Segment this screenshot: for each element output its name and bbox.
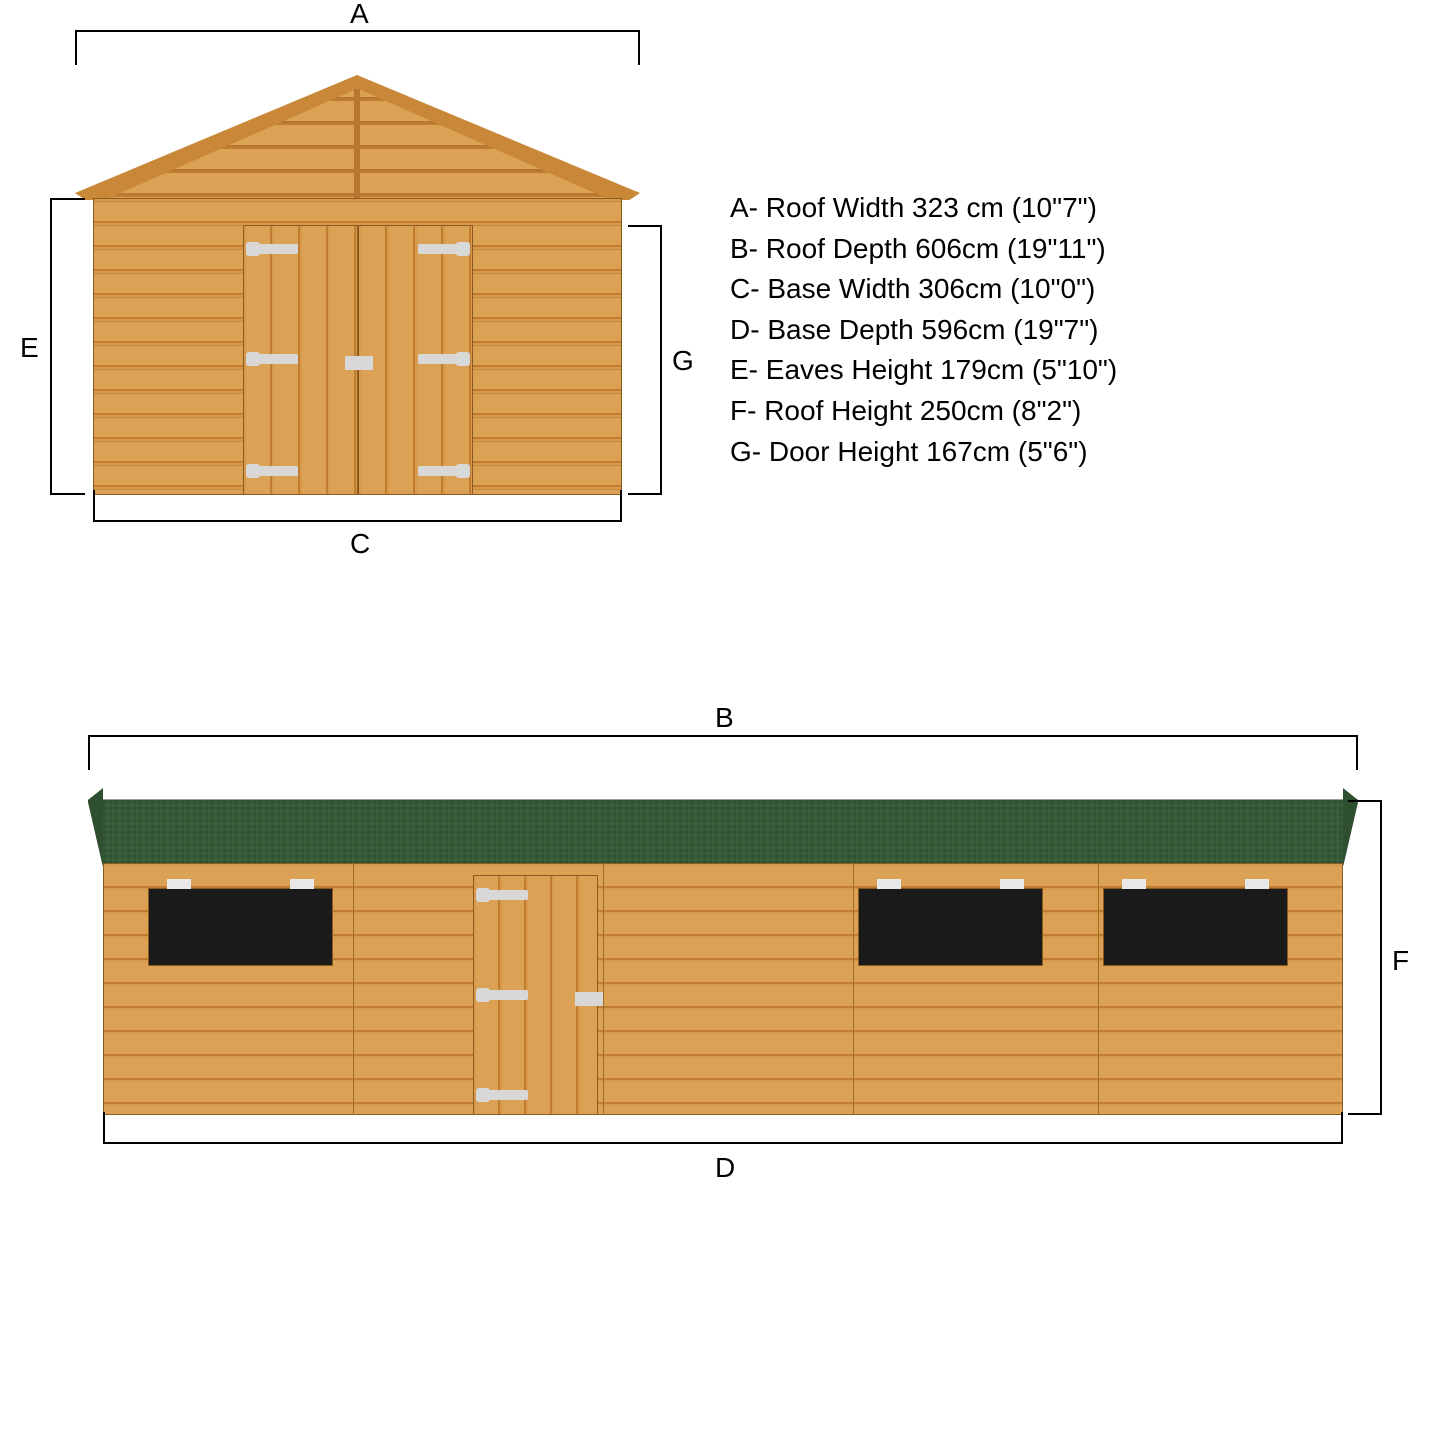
side-window	[148, 888, 333, 966]
hinge-icon	[478, 990, 528, 1000]
dim-line-A	[75, 30, 640, 32]
panel-seam	[603, 863, 604, 1115]
dim-line-G	[660, 225, 662, 495]
shed-side-view	[88, 780, 1358, 1125]
dim-tick	[1341, 1112, 1343, 1144]
panel-seam	[1098, 863, 1099, 1115]
dim-tick	[50, 198, 85, 200]
panel-seam	[353, 863, 354, 1115]
window-clip-icon	[1122, 879, 1146, 889]
side-roof	[88, 780, 1358, 870]
dim-label-D: D	[715, 1152, 735, 1184]
hinge-icon	[478, 890, 528, 900]
dim-tick	[628, 225, 662, 227]
latch-icon	[575, 992, 603, 1006]
hinge-icon	[418, 466, 468, 476]
legend-row: F- Roof Height 250cm (8"2")	[730, 391, 1117, 432]
dim-label-B: B	[715, 702, 734, 734]
dim-line-B	[88, 735, 1358, 737]
dimension-legend: A- Roof Width 323 cm (10"7") B- Roof Dep…	[730, 188, 1117, 472]
legend-row: G- Door Height 167cm (5"6")	[730, 432, 1117, 473]
dim-line-D	[103, 1142, 1343, 1144]
dim-tick	[75, 30, 77, 65]
dim-tick	[1356, 735, 1358, 770]
front-door-left	[243, 225, 358, 495]
window-clip-icon	[167, 879, 191, 889]
legend-row: A- Roof Width 323 cm (10"7")	[730, 188, 1117, 229]
side-window	[858, 888, 1043, 966]
dim-tick	[88, 735, 90, 770]
legend-row: E- Eaves Height 179cm (5"10")	[730, 350, 1117, 391]
dim-tick	[93, 490, 95, 522]
side-window	[1103, 888, 1288, 966]
dim-line-C	[93, 520, 622, 522]
dim-line-E	[50, 198, 52, 495]
window-clip-icon	[877, 879, 901, 889]
hinge-icon	[248, 354, 298, 364]
hinge-icon	[418, 244, 468, 254]
dim-tick	[1348, 800, 1382, 802]
panel-seam	[853, 863, 854, 1115]
dim-label-G: G	[672, 345, 694, 377]
dim-tick	[50, 493, 85, 495]
dim-tick	[628, 493, 662, 495]
legend-row: D- Base Depth 596cm (19"7")	[730, 310, 1117, 351]
dim-tick	[103, 1112, 105, 1144]
dim-label-E: E	[20, 332, 39, 364]
hinge-icon	[248, 466, 298, 476]
window-clip-icon	[1245, 879, 1269, 889]
hinge-icon	[418, 354, 468, 364]
front-door-right	[358, 225, 473, 495]
legend-row: C- Base Width 306cm (10"0")	[730, 269, 1117, 310]
dim-tick	[638, 30, 640, 65]
window-clip-icon	[1000, 879, 1024, 889]
dim-tick	[1348, 1113, 1382, 1115]
latch-icon	[345, 356, 373, 370]
shed-front-view	[75, 75, 640, 495]
window-clip-icon	[290, 879, 314, 889]
dim-line-F	[1380, 800, 1382, 1115]
diagram-canvas: A	[0, 0, 1445, 1445]
dim-label-C: C	[350, 528, 370, 560]
dim-tick	[620, 490, 622, 522]
dim-label-F: F	[1392, 945, 1409, 977]
legend-row: B- Roof Depth 606cm (19"11")	[730, 229, 1117, 270]
hinge-icon	[248, 244, 298, 254]
hinge-icon	[478, 1090, 528, 1100]
side-door	[473, 875, 598, 1115]
dim-label-A: A	[350, 0, 369, 30]
front-gable	[75, 75, 640, 200]
